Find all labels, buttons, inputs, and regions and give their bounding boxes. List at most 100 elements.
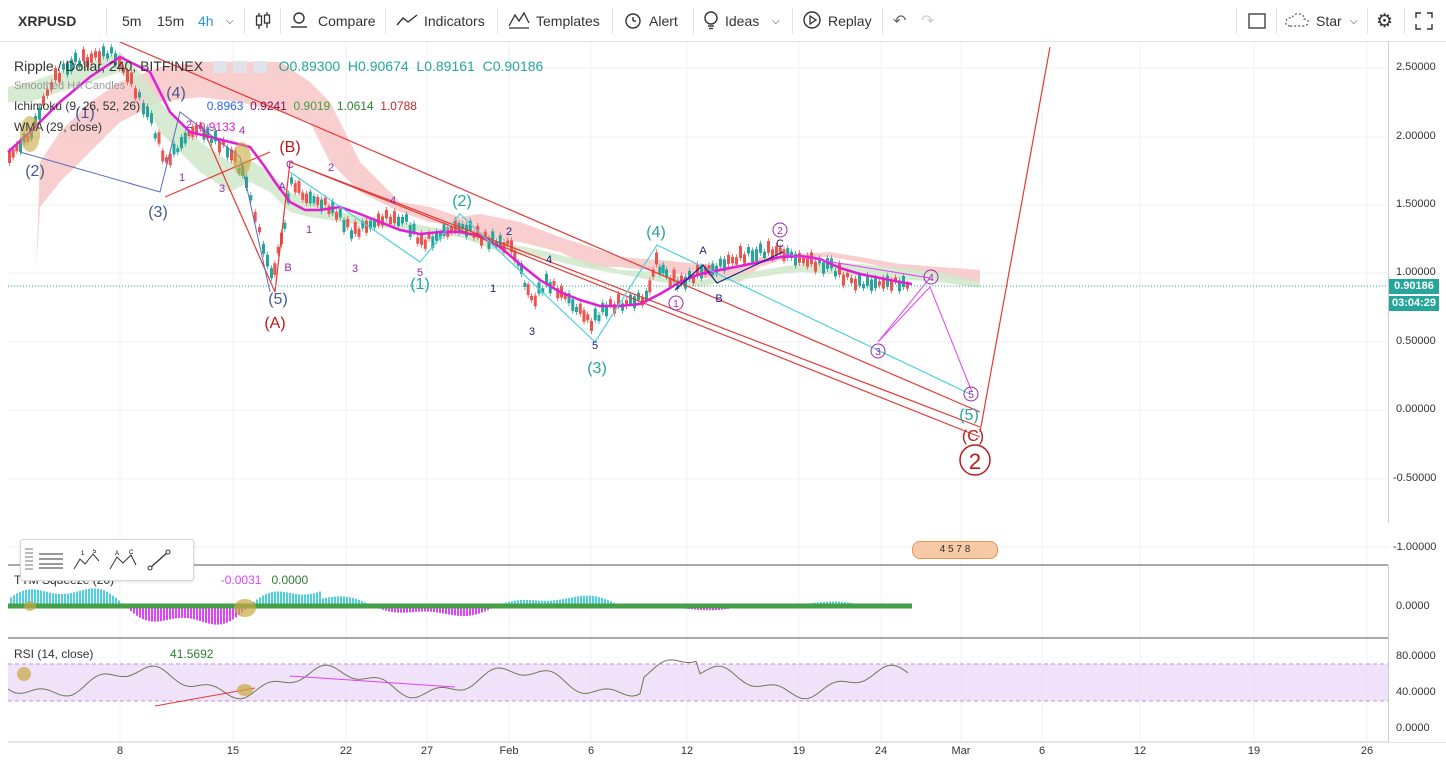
candle bbox=[814, 261, 817, 272]
undo-icon[interactable]: ↶ bbox=[893, 13, 907, 30]
interval-4h[interactable]: 4h bbox=[198, 13, 214, 29]
candle bbox=[858, 274, 861, 286]
blue-wave bbox=[674, 251, 784, 291]
eye-icon[interactable] bbox=[212, 61, 227, 74]
divider bbox=[244, 8, 245, 34]
interval-15m[interactable]: 15m bbox=[157, 13, 185, 29]
settings-icon[interactable] bbox=[232, 61, 247, 74]
squeeze-bar bbox=[346, 596, 348, 606]
squeeze-bar bbox=[214, 606, 216, 625]
candle bbox=[790, 251, 793, 259]
squeeze-scale[interactable] bbox=[1388, 565, 1446, 638]
ideas-button[interactable]: Ideas bbox=[703, 0, 759, 42]
redo-icon[interactable]: ↷ bbox=[921, 13, 935, 30]
wma-legend[interactable]: WMA (29, close) 0.9133 bbox=[14, 120, 235, 134]
squeeze-bar bbox=[442, 606, 444, 614]
candle bbox=[487, 237, 491, 250]
candle bbox=[613, 304, 616, 314]
candle bbox=[586, 314, 590, 321]
star-dropdown-icon[interactable]: ⌵ bbox=[1350, 15, 1358, 27]
templates-label: Templates bbox=[536, 13, 600, 29]
squeeze-bar bbox=[178, 606, 180, 618]
candle bbox=[420, 232, 423, 245]
fullscreen-chart-icon[interactable] bbox=[1248, 0, 1266, 42]
candle bbox=[412, 223, 416, 233]
squeeze-bar bbox=[139, 606, 141, 618]
candle bbox=[806, 255, 809, 267]
rsi-legend[interactable]: RSI (14, close) 41.5692 bbox=[14, 647, 213, 661]
ha-legend[interactable]: Smoothed HA Candles bbox=[14, 80, 125, 92]
squeeze-bar bbox=[298, 594, 300, 606]
templates-button[interactable]: Templates bbox=[508, 0, 600, 42]
economic-events[interactable]: 4 5 7 8 bbox=[912, 541, 998, 559]
wave-circle bbox=[668, 295, 684, 311]
squeeze-bar bbox=[115, 597, 117, 606]
star-button[interactable]: Star bbox=[1284, 0, 1342, 42]
candle bbox=[703, 266, 707, 275]
squeeze-bar bbox=[301, 594, 303, 606]
squeeze-bar bbox=[475, 606, 477, 615]
squeeze-bar bbox=[34, 589, 36, 606]
squeeze-bar bbox=[256, 599, 258, 606]
candle bbox=[563, 293, 567, 300]
gear-icon[interactable]: ⚙ bbox=[1376, 10, 1394, 32]
compare-button[interactable]: Compare bbox=[290, 0, 376, 42]
highlight-ellipse bbox=[20, 116, 40, 152]
candles-icon bbox=[255, 12, 271, 29]
candle bbox=[751, 250, 754, 263]
symbol-search[interactable]: XRPUSD bbox=[18, 13, 77, 29]
candle bbox=[672, 269, 676, 282]
candle bbox=[15, 143, 19, 152]
squeeze-bar bbox=[16, 593, 18, 606]
candle bbox=[778, 247, 782, 254]
squeeze-bar bbox=[352, 597, 354, 606]
trend-line-tool-icon[interactable] bbox=[141, 544, 177, 576]
drag-handle[interactable] bbox=[25, 548, 33, 572]
ichimoku-cloud bbox=[8, 52, 980, 288]
squeeze-bar bbox=[457, 606, 459, 616]
candle bbox=[245, 176, 248, 189]
squeeze-bar bbox=[535, 600, 537, 606]
squeeze-bar bbox=[394, 606, 396, 613]
candle bbox=[755, 249, 758, 262]
candle bbox=[548, 282, 552, 294]
divider bbox=[1367, 8, 1368, 34]
squeeze-bar bbox=[169, 606, 171, 620]
more-icon[interactable] bbox=[252, 61, 267, 74]
squeeze-bar bbox=[604, 599, 606, 606]
candle bbox=[195, 124, 198, 136]
replay-icon bbox=[802, 10, 822, 33]
expand-icon[interactable] bbox=[1415, 0, 1433, 42]
ichimoku-legend[interactable]: Ichimoku (9, 26, 52, 26) 0.8963 0.9241 0… bbox=[14, 99, 417, 113]
rsi-scale[interactable] bbox=[1388, 638, 1446, 742]
squeeze-bar bbox=[424, 606, 426, 612]
ideas-dropdown-icon[interactable]: ⌵ bbox=[772, 15, 780, 27]
main-legend[interactable]: Ripple / Dollar, 240, BITFINEX O0.89300 … bbox=[14, 58, 543, 74]
chart-type-button[interactable] bbox=[254, 0, 272, 42]
squeeze-bar bbox=[181, 606, 183, 618]
alarm-clock-icon bbox=[623, 10, 643, 33]
candle bbox=[19, 140, 22, 153]
horizontal-lines-tool-icon[interactable] bbox=[33, 544, 69, 576]
interval-dropdown-icon[interactable]: ⌵ bbox=[226, 15, 234, 27]
wave-label-c1: 1 bbox=[673, 299, 679, 310]
candle bbox=[850, 277, 853, 284]
squeeze-bar bbox=[31, 589, 33, 606]
replay-button[interactable]: Replay bbox=[802, 0, 872, 42]
candle bbox=[545, 273, 548, 285]
candle bbox=[533, 295, 537, 307]
candle bbox=[187, 132, 191, 137]
alert-button[interactable]: Alert bbox=[623, 0, 678, 42]
candle bbox=[786, 248, 790, 259]
candle bbox=[625, 300, 628, 307]
candle bbox=[822, 262, 825, 274]
candle bbox=[320, 199, 323, 212]
squeeze-bar bbox=[286, 592, 288, 606]
time-label: 24 bbox=[874, 745, 888, 757]
price-chart[interactable]: (2) (3) (1) (4) (5) (B) (A) (1) (2) (3) … bbox=[0, 42, 1446, 765]
indicators-button[interactable]: Indicators bbox=[396, 0, 485, 42]
interval-5m[interactable]: 5m bbox=[122, 13, 142, 29]
